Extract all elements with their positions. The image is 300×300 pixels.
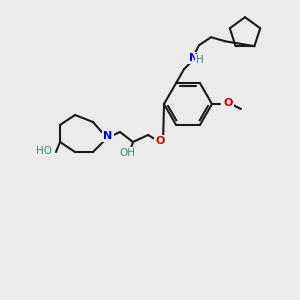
Text: HO: HO [36,146,52,156]
Text: N: N [189,53,199,63]
Text: N: N [103,131,112,141]
Text: OH: OH [119,148,135,158]
Text: O: O [155,136,165,146]
Text: O: O [223,98,233,108]
Text: H: H [196,55,204,65]
